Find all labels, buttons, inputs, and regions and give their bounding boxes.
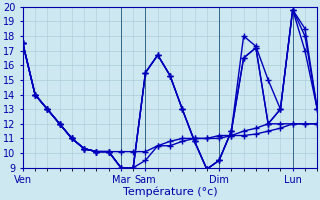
X-axis label: Température (°c): Température (°c) — [123, 187, 217, 197]
